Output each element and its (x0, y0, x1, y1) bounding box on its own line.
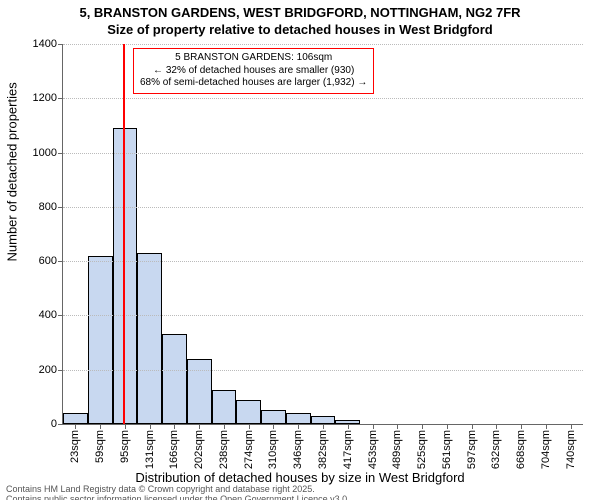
xtick-label: 238sqm (218, 430, 230, 469)
chart-title-line1: 5, BRANSTON GARDENS, WEST BRIDGFORD, NOT… (0, 5, 600, 20)
xtick-label: 131sqm (144, 430, 156, 469)
ytick-label: 1000 (33, 147, 63, 159)
annotation-line1: 5 BRANSTON GARDENS: 106sqm (140, 52, 367, 65)
xtick-label: 202sqm (193, 430, 205, 469)
xtick-mark (521, 424, 522, 429)
xtick-label: 23sqm (69, 430, 81, 463)
xtick-mark (125, 424, 126, 429)
xtick-mark (472, 424, 473, 429)
ytick-label: 0 (51, 418, 63, 430)
xtick-label: 382sqm (317, 430, 329, 469)
ytick-label: 200 (39, 364, 63, 376)
xtick-mark (298, 424, 299, 429)
histogram-bar (162, 334, 187, 424)
xtick-mark (75, 424, 76, 429)
xtick-label: 704sqm (540, 430, 552, 469)
histogram-bar (88, 256, 113, 424)
xtick-label: 310sqm (267, 430, 279, 469)
annotation-line3: 68% of semi-detached houses are larger (… (140, 77, 367, 90)
histogram-bar (236, 400, 261, 424)
xtick-mark (571, 424, 572, 429)
histogram-bar (261, 410, 286, 424)
xtick-mark (422, 424, 423, 429)
xtick-mark (273, 424, 274, 429)
xtick-label: 525sqm (416, 430, 428, 469)
xtick-mark (150, 424, 151, 429)
gridline (63, 315, 583, 316)
xtick-mark (373, 424, 374, 429)
xtick-mark (249, 424, 250, 429)
annotation-line2: ← 32% of detached houses are smaller (93… (140, 65, 367, 78)
xtick-label: 274sqm (243, 430, 255, 469)
footer-attribution-line2: Contains public sector information licen… (6, 494, 350, 500)
xtick-mark (224, 424, 225, 429)
gridline (63, 207, 583, 208)
gridline (63, 44, 583, 45)
xtick-label: 561sqm (441, 430, 453, 469)
bars-group (63, 44, 583, 424)
xtick-mark (199, 424, 200, 429)
xtick-label: 453sqm (367, 430, 379, 469)
ytick-label: 800 (39, 201, 63, 213)
histogram-bar (63, 413, 88, 424)
plot-area: 020040060080010001200140023sqm59sqm95sqm… (62, 44, 583, 425)
property-marker-line (123, 44, 125, 424)
xtick-mark (323, 424, 324, 429)
gridline (63, 98, 583, 99)
y-axis-label: Number of detached properties (5, 222, 20, 262)
xtick-label: 597sqm (466, 430, 478, 469)
xtick-label: 346sqm (292, 430, 304, 469)
gridline (63, 261, 583, 262)
histogram-bar (286, 413, 311, 424)
gridline (63, 370, 583, 371)
xtick-label: 166sqm (168, 430, 180, 469)
xtick-mark (348, 424, 349, 429)
histogram-bar (311, 416, 336, 424)
xtick-label: 95sqm (119, 430, 131, 463)
xtick-mark (546, 424, 547, 429)
ytick-label: 600 (39, 255, 63, 267)
xtick-label: 740sqm (565, 430, 577, 469)
histogram-bar (137, 253, 162, 424)
chart-container: 5, BRANSTON GARDENS, WEST BRIDGFORD, NOT… (0, 0, 600, 500)
x-axis-label: Distribution of detached houses by size … (0, 470, 600, 485)
xtick-mark (397, 424, 398, 429)
xtick-label: 59sqm (94, 430, 106, 463)
histogram-bar (187, 359, 212, 424)
xtick-mark (447, 424, 448, 429)
footer-attribution-line1: Contains HM Land Registry data © Crown c… (6, 484, 315, 494)
ytick-label: 1200 (33, 92, 63, 104)
xtick-label: 668sqm (515, 430, 527, 469)
xtick-mark (100, 424, 101, 429)
gridline (63, 153, 583, 154)
annotation-box: 5 BRANSTON GARDENS: 106sqm← 32% of detac… (133, 48, 374, 94)
xtick-mark (496, 424, 497, 429)
xtick-label: 417sqm (342, 430, 354, 469)
xtick-mark (174, 424, 175, 429)
ytick-label: 400 (39, 309, 63, 321)
xtick-label: 632sqm (490, 430, 502, 469)
chart-title-line2: Size of property relative to detached ho… (0, 22, 600, 37)
xtick-label: 489sqm (391, 430, 403, 469)
histogram-bar (212, 390, 237, 424)
ytick-label: 1400 (33, 38, 63, 50)
